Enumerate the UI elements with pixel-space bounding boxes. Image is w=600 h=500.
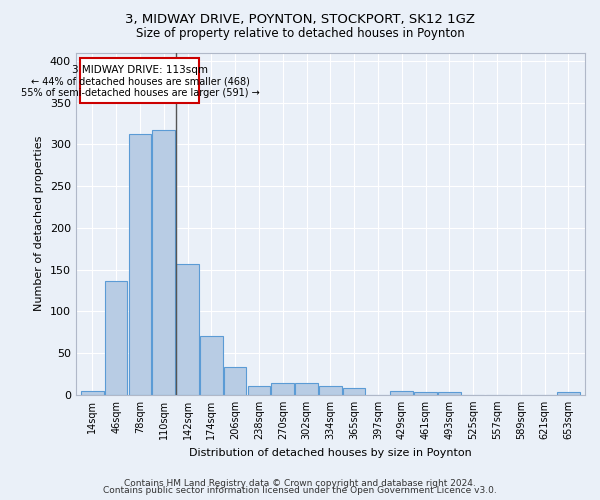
Text: 3, MIDWAY DRIVE, POYNTON, STOCKPORT, SK12 1GZ: 3, MIDWAY DRIVE, POYNTON, STOCKPORT, SK1… [125,12,475,26]
Bar [271,383,294,395]
Bar [391,390,413,395]
Bar [414,392,437,395]
Bar [105,282,127,395]
Bar [224,368,247,395]
X-axis label: Distribution of detached houses by size in Poynton: Distribution of detached houses by size … [189,448,472,458]
Bar [343,388,365,395]
Text: 3 MIDWAY DRIVE: 113sqm: 3 MIDWAY DRIVE: 113sqm [72,65,208,75]
Text: 55% of semi-detached houses are larger (591) →: 55% of semi-detached houses are larger (… [20,88,259,98]
Text: Contains public sector information licensed under the Open Government Licence v3: Contains public sector information licen… [103,486,497,495]
Bar [81,392,104,395]
Text: Size of property relative to detached houses in Poynton: Size of property relative to detached ho… [136,28,464,40]
Bar [295,383,318,395]
Bar [438,392,461,395]
Bar [319,386,341,395]
Y-axis label: Number of detached properties: Number of detached properties [34,136,44,312]
FancyBboxPatch shape [80,58,199,104]
Bar [128,134,151,395]
Text: Contains HM Land Registry data © Crown copyright and database right 2024.: Contains HM Land Registry data © Crown c… [124,478,476,488]
Bar [248,386,270,395]
Bar [176,264,199,395]
Bar [200,336,223,395]
Bar [557,392,580,395]
Text: ← 44% of detached houses are smaller (468): ← 44% of detached houses are smaller (46… [31,76,250,86]
Bar [152,130,175,395]
